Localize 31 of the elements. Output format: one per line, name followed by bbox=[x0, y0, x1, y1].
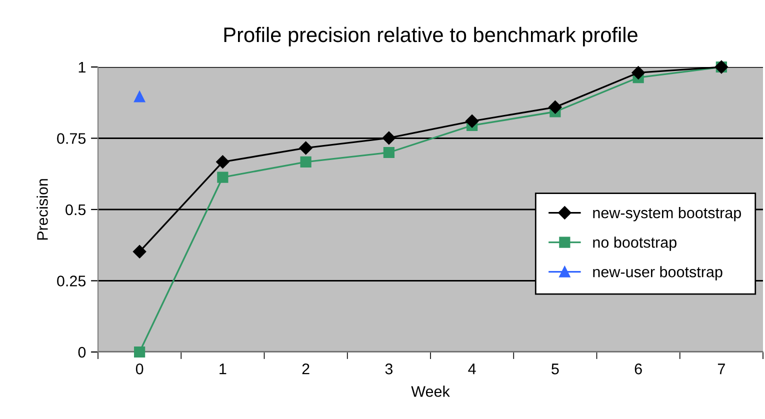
point bbox=[465, 114, 479, 128]
point bbox=[382, 131, 396, 145]
legend-label: new-user bootstrap bbox=[593, 266, 722, 280]
y-tick-label: 1 bbox=[78, 62, 86, 73]
x-tick-label: 6 bbox=[634, 364, 642, 374]
point bbox=[383, 146, 394, 158]
y-tick-label: 0.5 bbox=[66, 204, 86, 216]
x-tick-label: 3 bbox=[385, 364, 393, 374]
point bbox=[132, 245, 146, 258]
legend-label: new-system bootstrap bbox=[593, 207, 741, 222]
chart-title: Profile precision relative to benchmark profile bbox=[224, 26, 638, 46]
point bbox=[134, 346, 146, 358]
point bbox=[299, 141, 312, 155]
point bbox=[134, 91, 146, 102]
point bbox=[632, 66, 645, 80]
point bbox=[548, 100, 562, 114]
x-tick-label: 5 bbox=[552, 364, 559, 374]
point bbox=[300, 156, 312, 168]
y-tick-label: 0 bbox=[78, 346, 86, 358]
x-tick-label: 1 bbox=[220, 364, 226, 374]
y-axis-title: Precision bbox=[36, 179, 48, 240]
x-tick-label: 2 bbox=[302, 364, 310, 374]
x-tick-label: 4 bbox=[468, 364, 476, 374]
x-axis-title: Week bbox=[411, 386, 450, 397]
point bbox=[217, 172, 228, 183]
legend-label: no bootstrap bbox=[593, 236, 676, 251]
x-tick-label: 7 bbox=[718, 364, 725, 374]
y-tick-label: 0.75 bbox=[57, 133, 86, 144]
y-tick-label: 0.25 bbox=[57, 276, 86, 286]
point bbox=[216, 155, 230, 168]
x-tick-label: 0 bbox=[136, 364, 144, 374]
